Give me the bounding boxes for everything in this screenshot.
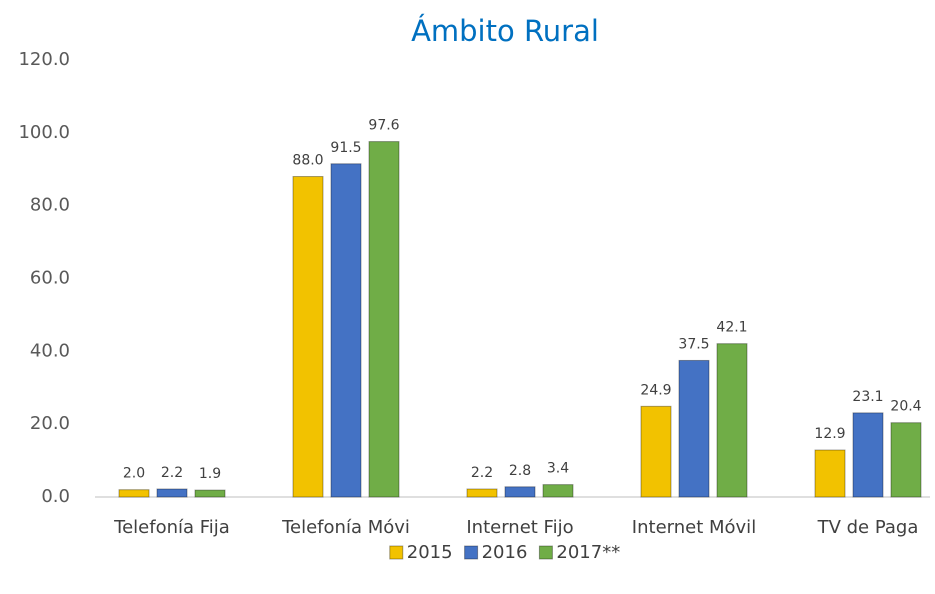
bar xyxy=(466,488,498,498)
data-label: 2.8 xyxy=(509,463,531,479)
data-label: 24.9 xyxy=(640,382,671,398)
bar xyxy=(640,405,672,498)
bar xyxy=(368,141,400,498)
data-label: 20.4 xyxy=(890,399,921,415)
data-label: 37.5 xyxy=(678,336,709,352)
data-label: 88.0 xyxy=(292,153,323,169)
bar xyxy=(852,412,884,498)
legend-label: 2016 xyxy=(482,542,528,563)
data-label: 2.0 xyxy=(123,466,145,482)
data-label: 2.2 xyxy=(161,465,183,481)
y-tick-label: 20.0 xyxy=(30,413,70,434)
data-label: 1.9 xyxy=(199,466,221,482)
bar xyxy=(542,484,574,498)
legend-label: 2017** xyxy=(556,542,620,563)
data-label: 91.5 xyxy=(330,140,361,156)
bar xyxy=(156,488,188,498)
y-tick-label: 80.0 xyxy=(30,195,70,216)
data-label: 12.9 xyxy=(814,426,845,442)
bar xyxy=(678,359,710,498)
x-tick-label: TV de Paga xyxy=(817,517,919,538)
x-tick-label: Internet Fijo xyxy=(466,517,573,538)
y-tick-label: 40.0 xyxy=(30,340,70,361)
bar xyxy=(504,486,536,498)
data-label: 3.4 xyxy=(547,461,569,477)
bar xyxy=(890,422,922,498)
x-tick-label: Internet Móvil xyxy=(632,517,756,538)
bar xyxy=(118,489,150,498)
legend-swatch xyxy=(464,545,479,560)
bar xyxy=(292,176,324,498)
bar xyxy=(716,343,748,498)
chart-title: Ámbito Rural xyxy=(411,14,599,48)
y-tick-label: 100.0 xyxy=(18,122,70,143)
bar xyxy=(194,489,226,498)
x-tick-label: Telefonía Fija xyxy=(113,517,230,538)
x-tick-label: Telefonía Móvi xyxy=(281,517,410,538)
data-label: 23.1 xyxy=(852,389,883,405)
bar xyxy=(330,163,362,498)
y-tick-label: 120.0 xyxy=(18,49,70,70)
y-tick-label: 60.0 xyxy=(30,268,70,289)
legend-label: 2015 xyxy=(407,542,453,563)
data-label: 97.6 xyxy=(368,118,399,134)
legend-swatch xyxy=(538,545,553,560)
data-label: 2.2 xyxy=(471,465,493,481)
bar xyxy=(814,449,846,498)
legend-swatch xyxy=(389,545,404,560)
data-label: 42.1 xyxy=(716,320,747,336)
y-tick-label: 0.0 xyxy=(41,486,70,507)
